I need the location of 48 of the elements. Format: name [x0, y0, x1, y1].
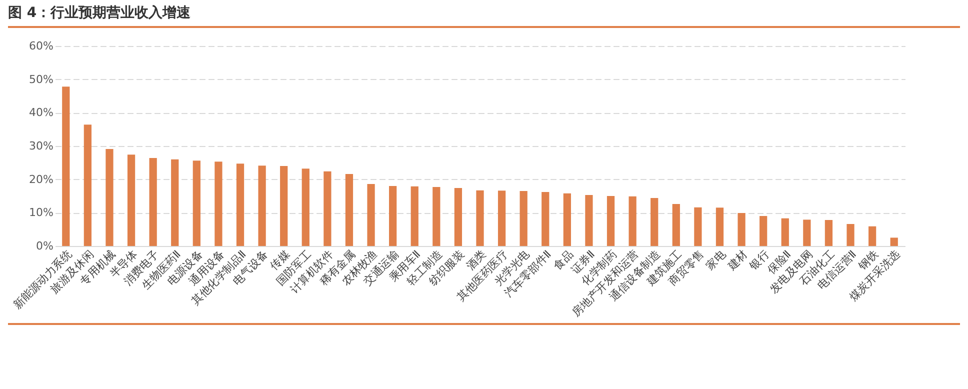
- bar: [498, 190, 506, 246]
- bar: [324, 171, 332, 246]
- y-tick-label: 50%: [29, 72, 54, 86]
- bar: [127, 154, 136, 246]
- bar: [716, 208, 724, 246]
- bar: [302, 168, 310, 246]
- bar: [520, 191, 528, 246]
- bar: [694, 207, 702, 246]
- bar: [585, 195, 593, 246]
- bar: [738, 213, 746, 246]
- bar: [214, 162, 222, 246]
- bar: [62, 86, 70, 246]
- bar: [890, 238, 898, 246]
- bar: [846, 224, 854, 246]
- bar: [803, 220, 811, 246]
- bar: [542, 192, 550, 246]
- bar: [476, 190, 484, 246]
- bar: [868, 226, 876, 246]
- bar: [672, 204, 680, 246]
- bar: [236, 164, 244, 246]
- y-tick-label: 10%: [29, 206, 54, 220]
- bar: [628, 196, 636, 246]
- bar: [345, 174, 354, 246]
- bar: [432, 187, 440, 246]
- bar: [280, 166, 288, 246]
- bar: [367, 184, 375, 246]
- y-tick-label: 0%: [36, 240, 54, 252]
- chart-title: 图 4：行业预期营业收入增速: [8, 4, 960, 28]
- bar: [410, 186, 418, 246]
- bar: [192, 160, 200, 246]
- bar: [650, 198, 658, 246]
- y-tick-label: 60%: [29, 40, 54, 52]
- bar: [258, 166, 266, 246]
- bar: [84, 124, 92, 246]
- bar: [149, 158, 157, 246]
- y-tick-label: 30%: [29, 140, 54, 152]
- bar: [824, 220, 833, 246]
- bar: [106, 149, 114, 246]
- bar: [389, 186, 397, 246]
- x-tick-label: 家电: [703, 248, 728, 273]
- bar: [454, 188, 462, 246]
- bar: [781, 218, 789, 246]
- bar: [606, 196, 615, 246]
- y-tick-label: 40%: [29, 106, 54, 120]
- bar: [171, 159, 179, 246]
- bar: [563, 193, 571, 246]
- y-tick-label: 20%: [29, 172, 54, 186]
- bar: [760, 216, 768, 246]
